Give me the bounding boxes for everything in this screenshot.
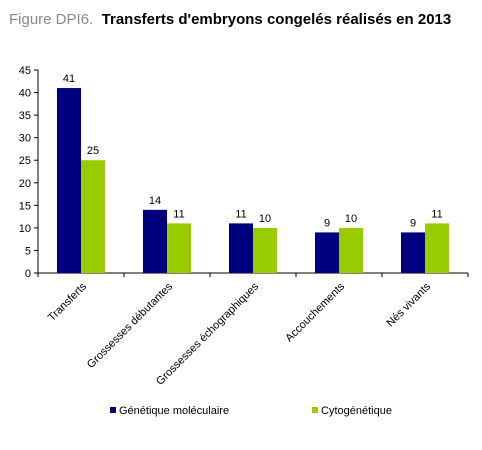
y-tick-label: 10	[19, 223, 31, 235]
bar-cytogenetique	[425, 223, 449, 273]
bar-cytogenetique	[167, 223, 191, 273]
x-category-label: Nés vivants	[384, 280, 433, 329]
legend-label: Génétique moléculaire	[119, 405, 229, 417]
bars	[57, 88, 449, 274]
x-category-label: Transferts	[46, 280, 90, 324]
bar-cytogenetique	[339, 227, 363, 273]
legend: Génétique moléculaire Cytogénétique	[110, 405, 392, 417]
x-category-label: Grossesses débutantes	[85, 280, 176, 371]
bar-genetique-moleculaire	[315, 232, 339, 273]
legend-swatch	[312, 407, 318, 413]
y-tick-label: 35	[19, 110, 31, 122]
y-tick-label: 40	[19, 88, 31, 100]
legend-swatch	[110, 407, 116, 413]
data-label: 10	[345, 213, 357, 225]
chart-title-text: Transferts d'embryons congelés réalisés …	[102, 11, 452, 28]
y-tick-label: 45	[19, 65, 31, 77]
y-tick-label: 25	[19, 155, 31, 167]
bar-genetique-moleculaire	[229, 223, 253, 273]
axes: 0 5 10 15 20 25 30 35 40 45	[19, 65, 469, 280]
y-tick-label: 15	[19, 200, 31, 212]
data-label: 14	[149, 195, 161, 207]
y-tick-label: 20	[19, 178, 31, 190]
data-label: 41	[63, 73, 75, 85]
data-label: 10	[259, 213, 271, 225]
data-label: 25	[87, 145, 99, 157]
bar-genetique-moleculaire	[143, 209, 167, 273]
data-label: 9	[410, 217, 416, 229]
y-tick-label: 0	[25, 268, 31, 280]
x-category-label: Accouchements	[283, 280, 347, 344]
data-label: 11	[173, 208, 184, 220]
data-labels: 41 25 14 11 11 10 9 10 9 11	[63, 73, 443, 229]
bar-cytogenetique	[253, 227, 277, 273]
bar-genetique-moleculaire	[57, 88, 81, 274]
legend-label: Cytogénétique	[321, 405, 392, 417]
figure-label: Figure DPI6.	[9, 11, 93, 28]
bar-cytogenetique	[81, 160, 105, 273]
data-label: 11	[235, 208, 246, 220]
data-label: 11	[431, 208, 442, 220]
chart-title: Figure DPI6. Transferts d'embryons conge…	[9, 11, 451, 28]
data-label: 9	[324, 217, 330, 229]
x-category-label: Grossesses échographiques	[154, 280, 261, 387]
bar-genetique-moleculaire	[401, 232, 425, 273]
y-tick-label: 5	[25, 245, 31, 257]
y-tick-label: 30	[19, 133, 31, 145]
